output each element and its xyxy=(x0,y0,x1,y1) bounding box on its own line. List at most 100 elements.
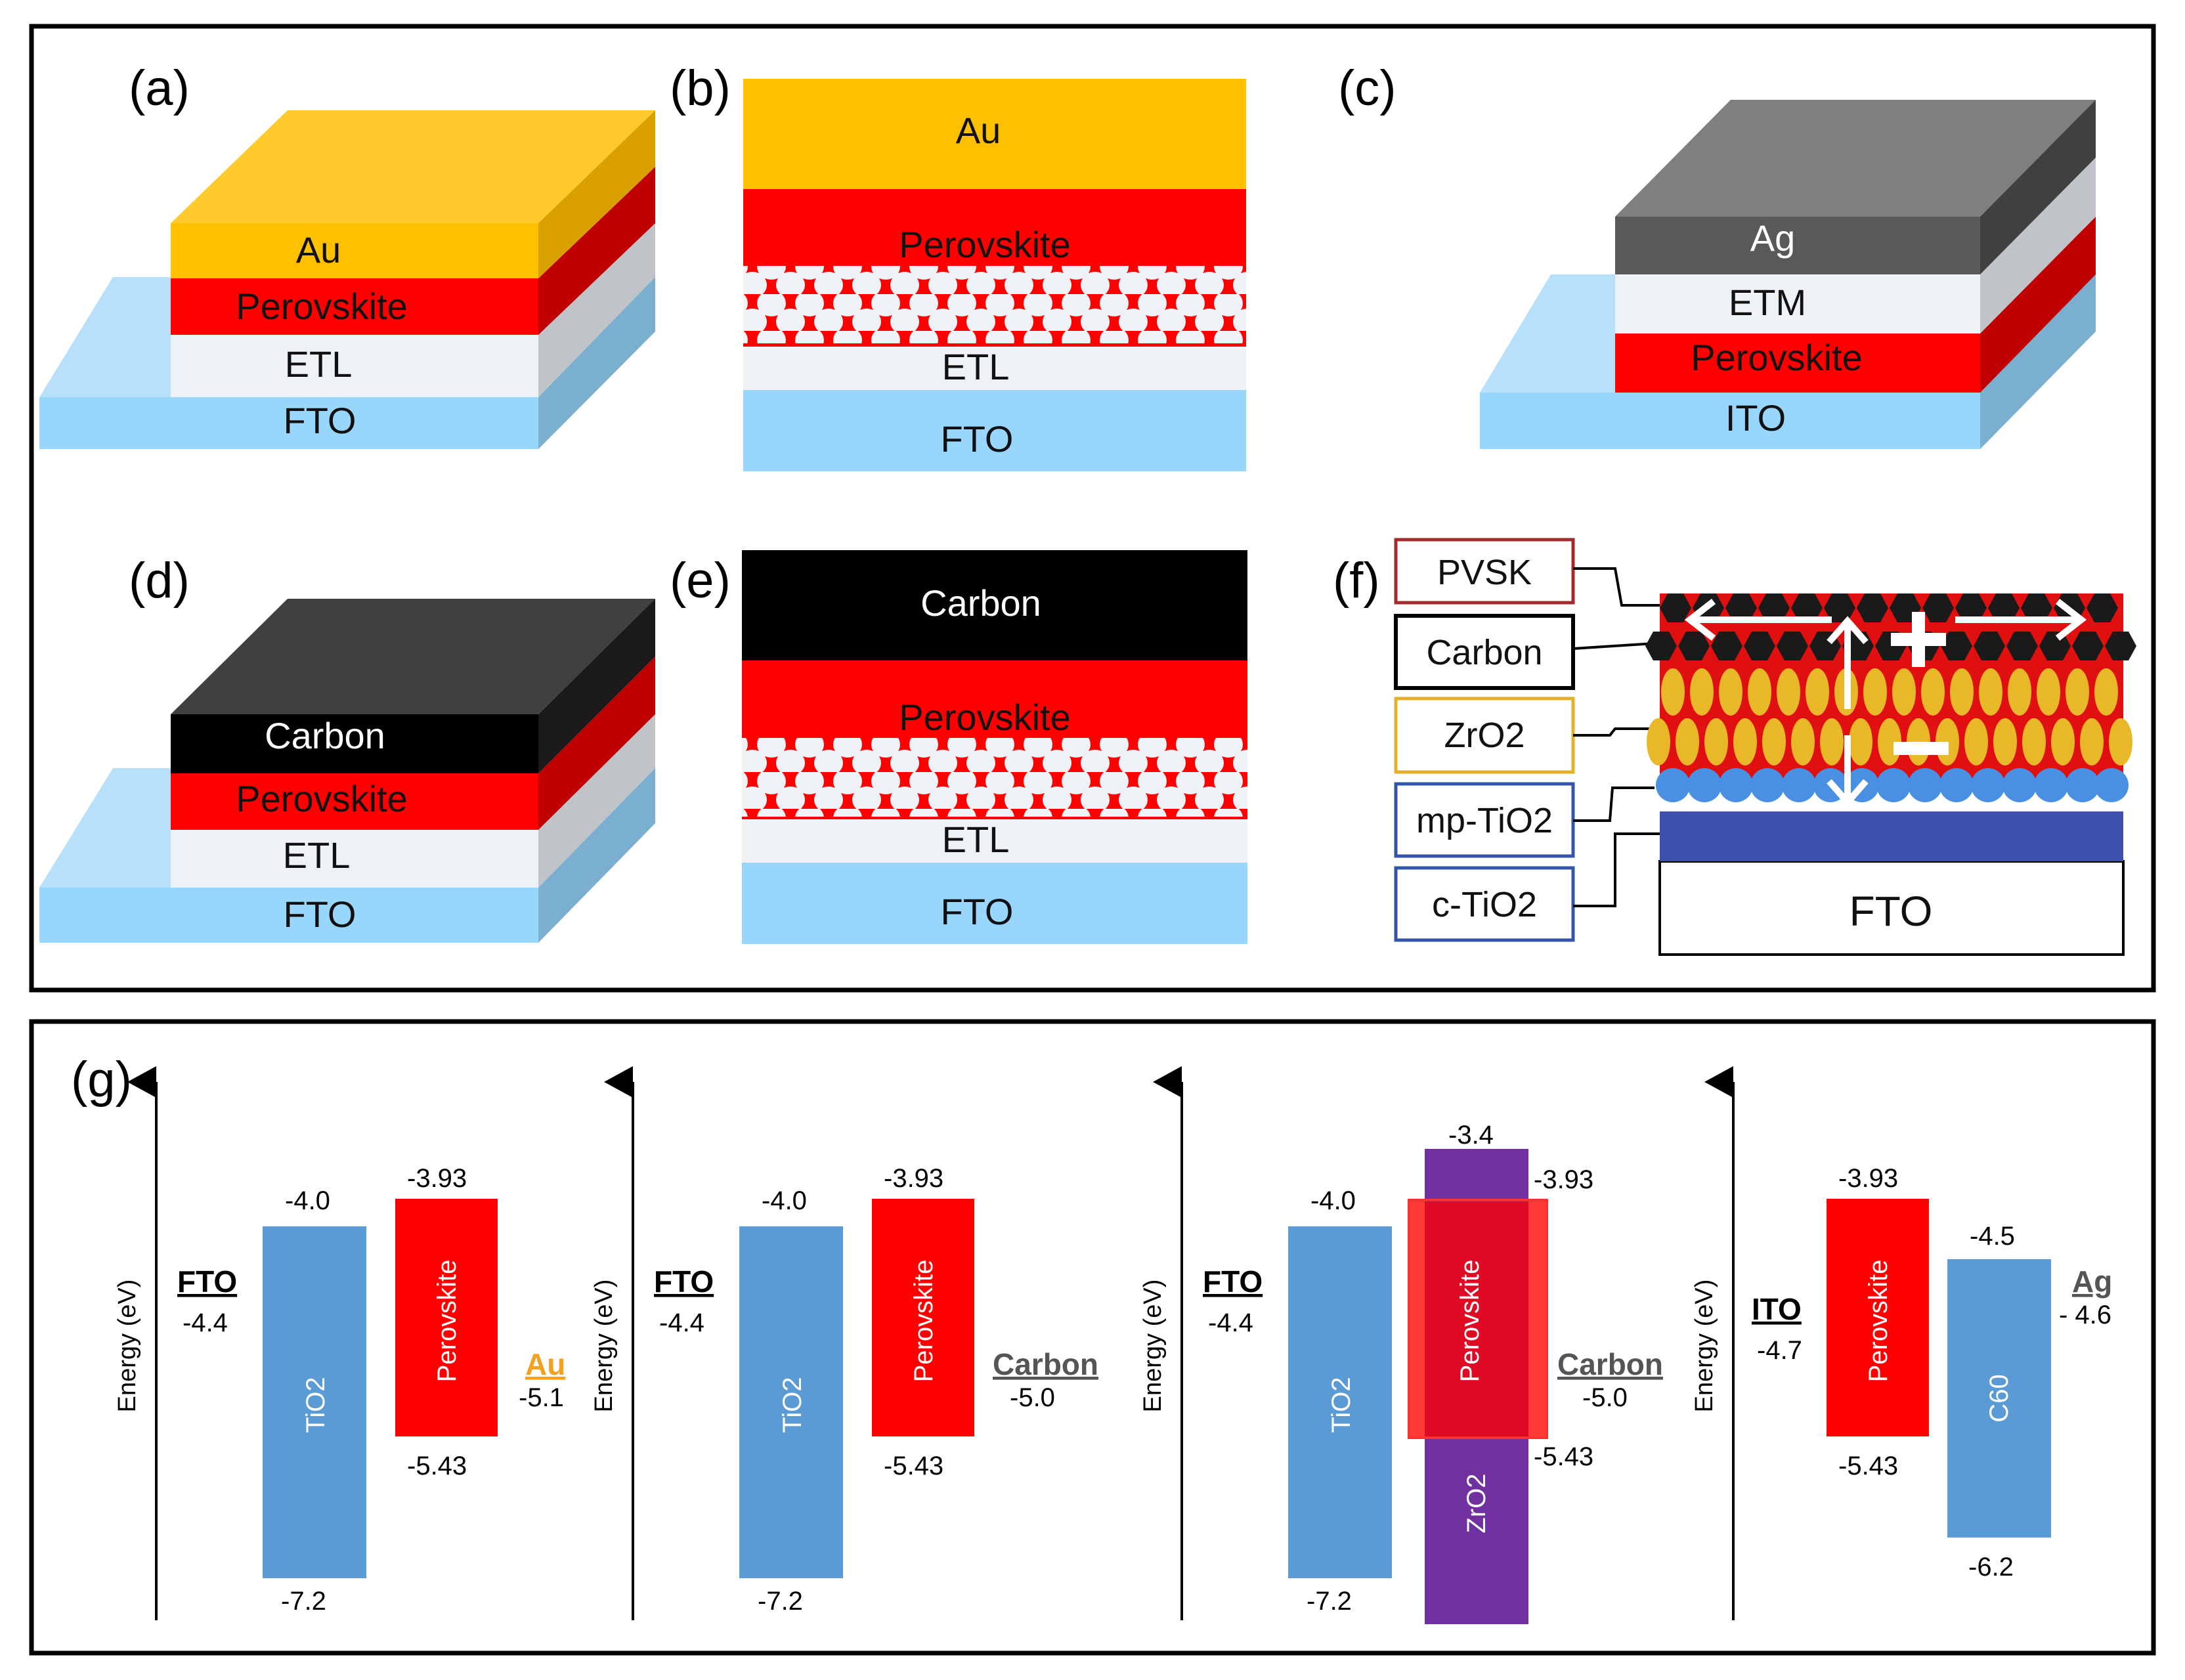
tio2-cb: -4.0 xyxy=(762,1186,807,1215)
energy-diagram-4: Energy (eV) ITO -4.7 Perovskite -3.93 -5… xyxy=(1691,1066,2112,1620)
perovskite-vb: -5.43 xyxy=(884,1452,943,1480)
substrate-front-face xyxy=(39,397,538,449)
etm-label: ETM xyxy=(1729,282,1806,323)
carbon-value: -5.0 xyxy=(1010,1383,1055,1412)
carbon-name: Carbon xyxy=(993,1347,1098,1381)
fto-value: -4.4 xyxy=(659,1308,704,1337)
energy-axis-label: Energy (eV) xyxy=(1139,1280,1167,1413)
au-label: Au xyxy=(956,110,1001,151)
fto-value: -4.4 xyxy=(1208,1308,1253,1337)
au-label: Au xyxy=(296,229,341,270)
mptio2-particles xyxy=(1656,768,2129,802)
ctio2-layer xyxy=(1660,811,2123,861)
etl-label: ETL xyxy=(283,834,351,876)
etl-layer xyxy=(743,347,1246,390)
au-top-face xyxy=(171,110,655,223)
perovskite-name: Perovskite xyxy=(1456,1260,1484,1383)
perovskite-side-face xyxy=(538,167,655,335)
carbon-top-face xyxy=(171,599,655,714)
perovskite-front-face xyxy=(1615,334,1980,393)
panel-f-label: (f) xyxy=(1333,553,1380,609)
legend-connectors xyxy=(1572,567,1661,907)
fto-value: -4.4 xyxy=(183,1308,228,1337)
c60-name: C60 xyxy=(1985,1374,2014,1422)
etm-front-face xyxy=(1615,274,1980,334)
etl-front-face xyxy=(171,830,538,888)
perovskite-vb: -5.43 xyxy=(1838,1452,1898,1480)
perovskite-name: Perovskite xyxy=(1864,1260,1893,1383)
panel-a: (a) Au Perovskite ETL FTO xyxy=(39,60,655,449)
tio2-band xyxy=(263,1226,366,1578)
mesoporous-scaffold xyxy=(743,266,1246,343)
legend-ctio2-box xyxy=(1394,866,1575,942)
legend-carbon-box xyxy=(1394,614,1575,690)
panel-c: (c) Ag ETM Perovskite ITO xyxy=(1338,60,2096,449)
charge-signs xyxy=(1891,612,1949,755)
ag-top-face xyxy=(1615,100,2096,217)
panel-d-label: (d) xyxy=(129,553,190,609)
substrate-side-face xyxy=(538,768,655,943)
legend-ctio2-label: c-TiO2 xyxy=(1432,885,1537,924)
au-layer xyxy=(743,79,1246,189)
au-side-face xyxy=(538,110,655,278)
carbon-layer xyxy=(742,550,1247,660)
fto-label: FTO xyxy=(1850,888,1933,935)
top-frame xyxy=(29,24,2156,993)
perovskite-vb: -5.43 xyxy=(407,1452,467,1480)
carbon-label: Carbon xyxy=(265,715,385,756)
etl-label: ETL xyxy=(942,819,1010,860)
au-value: -5.1 xyxy=(519,1383,564,1412)
substrate-side-face xyxy=(1980,274,2096,449)
perovskite-name: Perovskite xyxy=(433,1260,462,1383)
perovskite-side-face xyxy=(1980,217,2096,393)
perovskite-label: Perovskite xyxy=(1691,337,1862,378)
perovskite-label: Perovskite xyxy=(236,778,407,819)
ag-value: - 4.6 xyxy=(2059,1301,2111,1329)
energy-diagram-1: Energy (eV) FTO -4.4 TiO2 -4.0 -7.2 Pero… xyxy=(114,1066,565,1620)
panel-c-label: (c) xyxy=(1338,60,1396,116)
perovskite-band xyxy=(1827,1199,1929,1436)
legend-zro2-label: ZrO2 xyxy=(1444,716,1525,755)
panel-a-label: (a) xyxy=(129,60,190,116)
tio2-name: TiO2 xyxy=(778,1377,807,1432)
fto-name: FTO xyxy=(1203,1264,1263,1299)
carbon-value: -5.0 xyxy=(1582,1383,1628,1412)
panel-e: (e) Carbon Perovskite ETL FTO xyxy=(670,550,1247,944)
etl-label: ETL xyxy=(942,346,1010,387)
etl-layer xyxy=(742,819,1247,863)
panel-g-label: (g) xyxy=(71,1052,132,1108)
tio2-band xyxy=(739,1226,843,1578)
substrate-front-face xyxy=(1480,393,1980,449)
legend-pvsk-label: PVSK xyxy=(1437,553,1532,592)
ag-front-face xyxy=(1615,217,1980,274)
etl-side-face xyxy=(538,223,655,397)
au-front-face xyxy=(171,223,538,278)
energy-diagram-3: Energy (eV) FTO -4.4 TiO2 -4.0 -7.2 ZrO2… xyxy=(1139,1066,1663,1624)
perovskite-front-face xyxy=(171,278,538,335)
ag-side-face xyxy=(1980,100,2096,274)
mesoporous-scaffold xyxy=(742,738,1247,817)
legend-zro2-box xyxy=(1394,697,1575,774)
perovskite-label: Perovskite xyxy=(899,224,1070,265)
perovskite-side-face xyxy=(538,657,655,830)
tio2-name: TiO2 xyxy=(301,1377,330,1432)
fto-label: FTO xyxy=(941,418,1014,460)
perovskite-band xyxy=(395,1199,498,1436)
energy-axis-label: Energy (eV) xyxy=(114,1280,141,1413)
panel-b: (b) Au Perovskite ETL FTO xyxy=(670,60,1246,471)
perovskite-cb: -3.93 xyxy=(407,1164,467,1193)
panel-f: (f) PVSK Carbon ZrO2 mp-TiO2 c-TiO2 FTO xyxy=(1333,538,2136,956)
charge-arrows xyxy=(1684,599,2087,808)
c60-vb: -6.2 xyxy=(1968,1553,2014,1582)
fto-label: FTO xyxy=(941,891,1014,932)
panel-e-label: (e) xyxy=(670,553,731,609)
ito-label: ITO xyxy=(1725,397,1786,439)
etm-side-face xyxy=(1980,158,2096,334)
legend-carbon-label: Carbon xyxy=(1426,633,1542,672)
tio2-name: TiO2 xyxy=(1327,1377,1356,1432)
au-name: Au xyxy=(525,1347,565,1381)
fto-label: FTO xyxy=(284,894,357,935)
perovskite-band xyxy=(1408,1199,1548,1439)
carbon-particles xyxy=(1645,593,2136,660)
